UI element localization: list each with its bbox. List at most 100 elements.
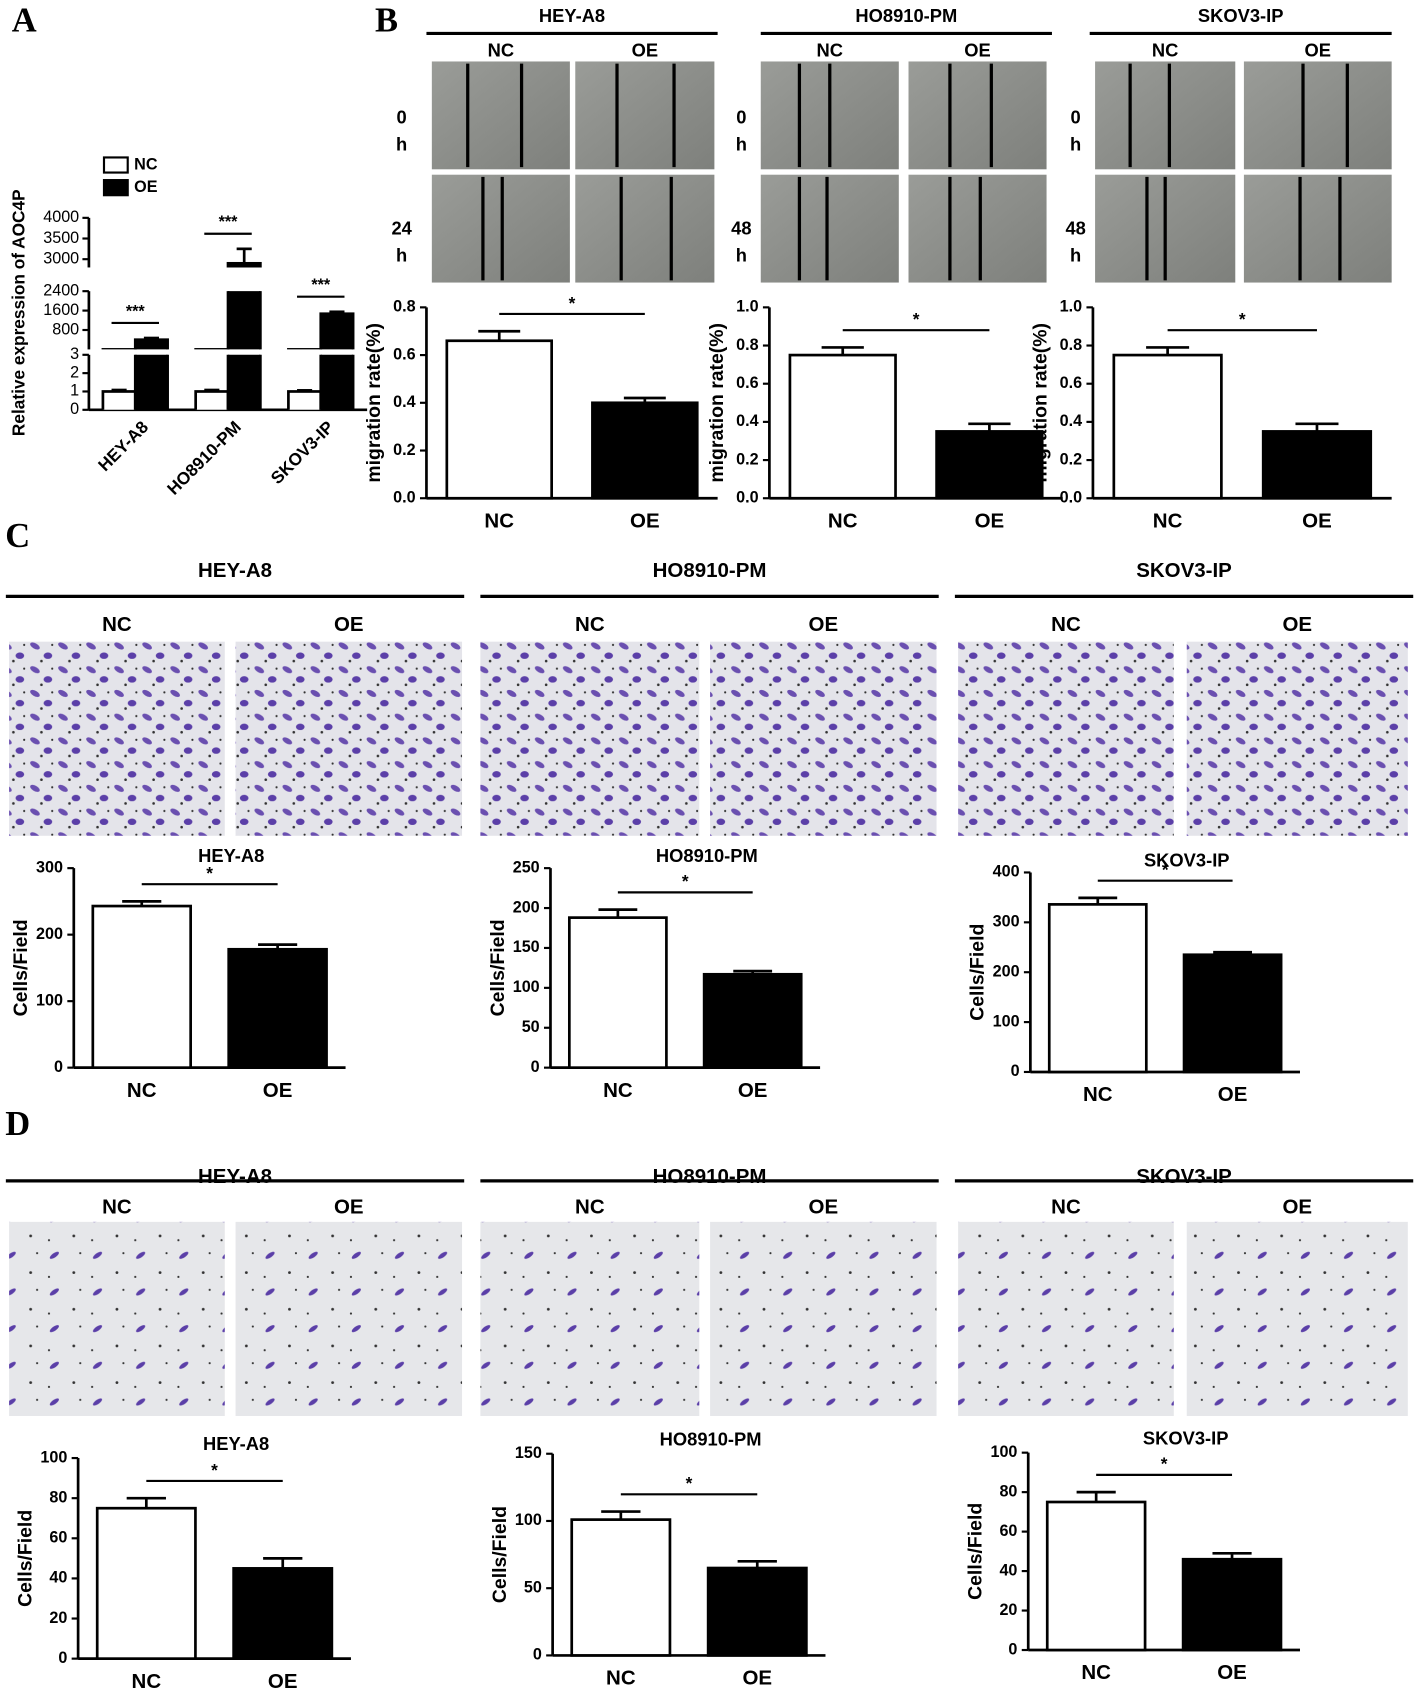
y-tick-label: 2400 (43, 281, 79, 299)
x-tick-label: OE (1302, 509, 1332, 532)
bar (95, 1506, 197, 1660)
significance-label: * (206, 863, 213, 883)
y-tick-label: 200 (513, 898, 540, 916)
x-tick-label: OE (738, 1079, 768, 1102)
micrograph (958, 1221, 1174, 1416)
significance-label: * (569, 293, 576, 313)
bar (702, 972, 803, 1070)
chart-title: HO8910-PM (660, 1429, 762, 1450)
x-tick-label: HEY-A8 (94, 417, 152, 475)
bar (1261, 430, 1373, 500)
bar (101, 390, 137, 410)
y-tick-label: 0.6 (736, 374, 758, 392)
y-tick-label: 3 (70, 345, 79, 363)
time-label: 48 (731, 218, 751, 239)
y-tick-label: 100 (993, 1012, 1020, 1030)
y-axis-label: Cells/Field (967, 924, 989, 1021)
chart-title: HEY-A8 (203, 1433, 269, 1454)
bar (226, 291, 262, 350)
chart-title: SKOV3-IP (1143, 1428, 1229, 1449)
x-tick-label: OE (268, 1670, 298, 1691)
y-tick-label: 0 (58, 1649, 67, 1667)
bar (1181, 1557, 1283, 1652)
y-tick-label: 0.4 (1060, 412, 1082, 430)
bar (232, 1567, 334, 1660)
micrograph (710, 641, 937, 836)
bar (1182, 953, 1283, 1074)
y-tick-label: 1.0 (736, 298, 758, 316)
group-label: OE (1305, 40, 1331, 61)
y-tick-label: 1600 (43, 301, 79, 319)
y-tick-label: 0.4 (736, 412, 758, 430)
bar (706, 1566, 808, 1657)
significance-label: * (1239, 309, 1246, 329)
y-tick-label: 60 (49, 1529, 67, 1547)
x-tick-label: NC (1081, 1661, 1111, 1684)
micrograph (9, 641, 225, 836)
time-unit: h (736, 133, 747, 154)
cell-line-header: HO8910-PM (855, 5, 957, 26)
group-label: OE (809, 613, 839, 636)
y-axis-label: Cells/Field (14, 1510, 36, 1607)
chart-title: SKOV3-IP (1144, 850, 1230, 871)
bar (226, 354, 262, 410)
y-axis-label: Cells/Field (489, 1506, 511, 1603)
x-tick-label: NC (1083, 1083, 1113, 1106)
group-label: NC (1051, 1195, 1081, 1218)
bar (319, 354, 355, 410)
y-tick-label: 0.8 (393, 298, 415, 316)
panel-label: B (375, 2, 398, 40)
micrograph (710, 1221, 937, 1416)
y-tick-label: 1 (70, 382, 79, 400)
micrograph (1095, 61, 1236, 170)
bar (445, 339, 554, 500)
cell-line-header: HEY-A8 (198, 559, 272, 582)
x-tick-label: OE (1217, 1661, 1247, 1684)
micrograph (575, 174, 715, 283)
x-tick-label: OE (630, 509, 660, 532)
y-tick-label: 0 (1008, 1640, 1017, 1658)
chart-title: HO8910-PM (656, 845, 758, 866)
time-label: 48 (1065, 218, 1085, 239)
y-tick-label: 100 (40, 1448, 67, 1466)
y-tick-label: 300 (993, 913, 1020, 931)
y-tick-label: 150 (515, 1444, 542, 1462)
x-tick-label: NC (828, 509, 858, 532)
micrograph (235, 1221, 463, 1416)
y-axis-label: Relative expression of AOC4P (8, 189, 28, 436)
x-tick-label: NC (484, 509, 514, 532)
bar (133, 338, 169, 350)
group-label: NC (1152, 40, 1178, 61)
y-tick-label: 250 (513, 858, 540, 876)
bar (319, 312, 355, 350)
micrograph (1243, 61, 1392, 170)
group-label: OE (334, 1195, 364, 1218)
micrograph (431, 61, 570, 170)
group-label: OE (632, 40, 658, 61)
y-tick-label: 40 (49, 1569, 67, 1587)
y-tick-label: 150 (513, 938, 540, 956)
bar (1045, 1500, 1147, 1652)
group-label: OE (1282, 613, 1312, 636)
y-tick-label: 3000 (43, 249, 79, 267)
y-tick-label: 3500 (43, 229, 79, 247)
x-tick-label: NC (127, 1079, 157, 1102)
y-tick-label: 200 (993, 962, 1020, 980)
significance-label: *** (311, 276, 331, 294)
time-label: 0 (397, 106, 407, 127)
y-axis-label: Cells/Field (965, 1503, 987, 1600)
micrograph (908, 174, 1047, 283)
significance-label: * (211, 1460, 218, 1480)
y-tick-label: 0.8 (736, 336, 758, 354)
bar (101, 348, 137, 350)
micrograph (480, 641, 700, 836)
y-tick-label: 0.0 (736, 489, 758, 507)
bar (788, 353, 897, 500)
y-tick-label: 80 (999, 1482, 1017, 1500)
micrograph (235, 641, 463, 836)
time-unit: h (1070, 133, 1081, 154)
group-label: NC (817, 40, 843, 61)
group-label: NC (488, 40, 514, 61)
